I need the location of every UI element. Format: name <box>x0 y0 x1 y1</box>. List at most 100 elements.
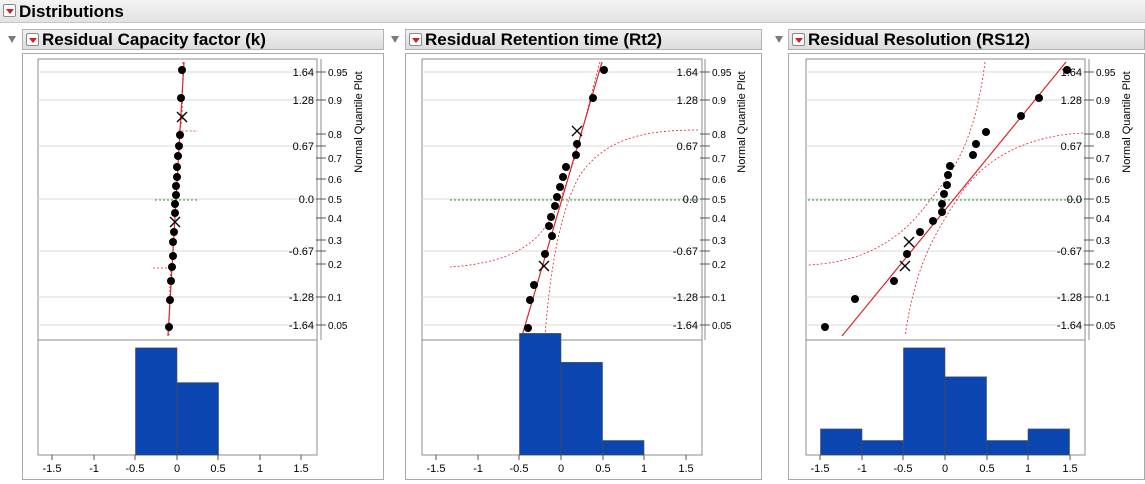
panel-1-disclosure-icon[interactable] <box>8 36 16 43</box>
p-label: 0.7 <box>712 154 726 165</box>
histogram-bar <box>560 362 603 456</box>
z-label: 0.67 <box>1061 141 1082 153</box>
z-label: -0.67 <box>289 246 314 258</box>
data-points <box>821 66 1071 331</box>
x-axis-ticks <box>435 455 687 460</box>
marked-points <box>538 125 583 272</box>
x-tick-label: -0.5 <box>126 463 145 475</box>
panel-2-header: Residual Retention time (Rt2) <box>405 29 762 50</box>
report-title: Distributions <box>19 2 124 21</box>
p-label: 0.9 <box>1096 96 1110 107</box>
x-tick-label: 0 <box>174 463 180 475</box>
z-label: -1.28 <box>1057 292 1082 304</box>
panel-2-title: Residual Retention time (Rt2) <box>425 30 663 49</box>
quantile-axis-label: Normal Quantile Plot <box>736 71 748 173</box>
distributions-header: Distributions <box>0 0 1145 23</box>
confidence-band-lower <box>904 132 1084 337</box>
x-tick-label: 1 <box>641 463 647 475</box>
p-label: 0.95 <box>1096 68 1116 79</box>
panel-1-plots: 1.64 1.28 0.67 0.0 -0.67 -1.28 -1.64 0.9… <box>37 58 365 475</box>
p-label: 0.3 <box>1096 236 1110 247</box>
x-tick-label: 1 <box>1025 463 1031 475</box>
p-label: 0.05 <box>712 321 732 332</box>
histogram-bar <box>135 347 178 456</box>
p-label: 0.8 <box>1096 130 1110 141</box>
quantile-gridlines <box>422 71 702 326</box>
p-label: 0.3 <box>712 236 726 247</box>
panel-3-title: Residual Resolution (RS12) <box>808 30 1030 49</box>
panel-3-plots: 1.64 1.28 0.67 0.0 -0.67 -1.28 -1.64 0.9… <box>805 58 1133 475</box>
z-label: 1.64 <box>1061 67 1082 79</box>
z-label: -0.67 <box>1057 246 1082 258</box>
p-label: 0.9 <box>328 96 342 107</box>
normal-fit-line <box>841 61 1067 337</box>
x-tick-label: 1.5 <box>1062 463 1077 475</box>
panel-2-plots: 1.64 1.28 0.67 0.0 -0.67 -1.28 -1.64 0.9… <box>421 58 748 475</box>
confidence-band-upper <box>449 61 601 268</box>
histogram-bar <box>176 382 219 456</box>
z-label: 1.64 <box>677 67 698 79</box>
p-label: 0.95 <box>712 68 732 79</box>
x-tick-label: 1 <box>257 463 263 475</box>
histogram-bar <box>986 440 1029 456</box>
x-tick-label: 0 <box>942 463 948 475</box>
z-label: -1.28 <box>289 292 314 304</box>
panel-1-menu-button[interactable] <box>26 33 39 46</box>
z-label: -1.64 <box>289 320 314 332</box>
x-tick-label: 0 <box>558 463 564 475</box>
quantile-axis-label: Normal Quantile Plot <box>353 71 365 173</box>
z-label: -1.64 <box>673 320 698 332</box>
x-tick-label: -0.5 <box>894 463 913 475</box>
z-label: -1.28 <box>673 292 698 304</box>
x-tick-label: -1.5 <box>43 463 62 475</box>
x-tick-label: 1.5 <box>293 463 308 475</box>
p-label: 0.4 <box>328 214 342 225</box>
histogram-bars <box>820 347 1070 456</box>
histogram-bars <box>519 333 645 456</box>
histogram-bar <box>519 333 562 456</box>
histogram-bar <box>903 347 946 456</box>
normal-fit-line <box>521 61 603 337</box>
marked-points <box>899 236 915 272</box>
panel-2-disclosure-icon[interactable] <box>391 36 399 43</box>
panel-3-header: Residual Resolution (RS12) <box>788 29 1145 50</box>
p-label: 0.1 <box>328 293 342 304</box>
panel-1-title: Residual Capacity factor (k) <box>42 30 266 49</box>
histogram-bar <box>1027 428 1070 456</box>
x-tick-label: -0.5 <box>510 463 529 475</box>
z-label: 0.67 <box>677 141 698 153</box>
report-menu-button[interactable] <box>3 4 16 17</box>
x-tick-label: -1 <box>473 463 483 475</box>
z-label: 1.28 <box>293 95 314 107</box>
p-label: 0.9 <box>712 96 726 107</box>
z-label: 1.28 <box>677 95 698 107</box>
x-axis-ticks <box>819 455 1071 460</box>
p-label: 0.7 <box>1096 154 1110 165</box>
x-tick-label: 0.5 <box>595 463 610 475</box>
p-label: 0.4 <box>1096 214 1110 225</box>
z-label: 0.0 <box>299 194 314 206</box>
z-label: 1.28 <box>1061 95 1082 107</box>
x-axis-ticks <box>51 455 302 460</box>
p-label: 0.2 <box>1096 260 1110 271</box>
p-label: 0.6 <box>1096 175 1110 186</box>
p-label: 0.95 <box>328 68 348 79</box>
quantile-gridlines <box>806 71 1085 326</box>
panel-3-disclosure-icon[interactable] <box>775 36 783 43</box>
p-label: 0.1 <box>1096 293 1110 304</box>
data-points <box>165 66 186 331</box>
p-label: 0.5 <box>328 195 342 206</box>
panel-2-menu-button[interactable] <box>409 33 422 46</box>
z-label: 0.0 <box>1067 194 1082 206</box>
confidence-band-upper <box>807 61 986 266</box>
z-label: 0.67 <box>293 141 314 153</box>
p-label: 0.3 <box>328 236 342 247</box>
panel-3-menu-button[interactable] <box>792 33 805 46</box>
histogram-bar <box>861 440 904 456</box>
x-tick-label: -1 <box>89 463 99 475</box>
x-tick-label: 0.5 <box>979 463 994 475</box>
quantile-axis-label: Normal Quantile Plot <box>1121 71 1133 173</box>
histogram-bars <box>135 347 219 456</box>
p-label: 0.6 <box>328 175 342 186</box>
